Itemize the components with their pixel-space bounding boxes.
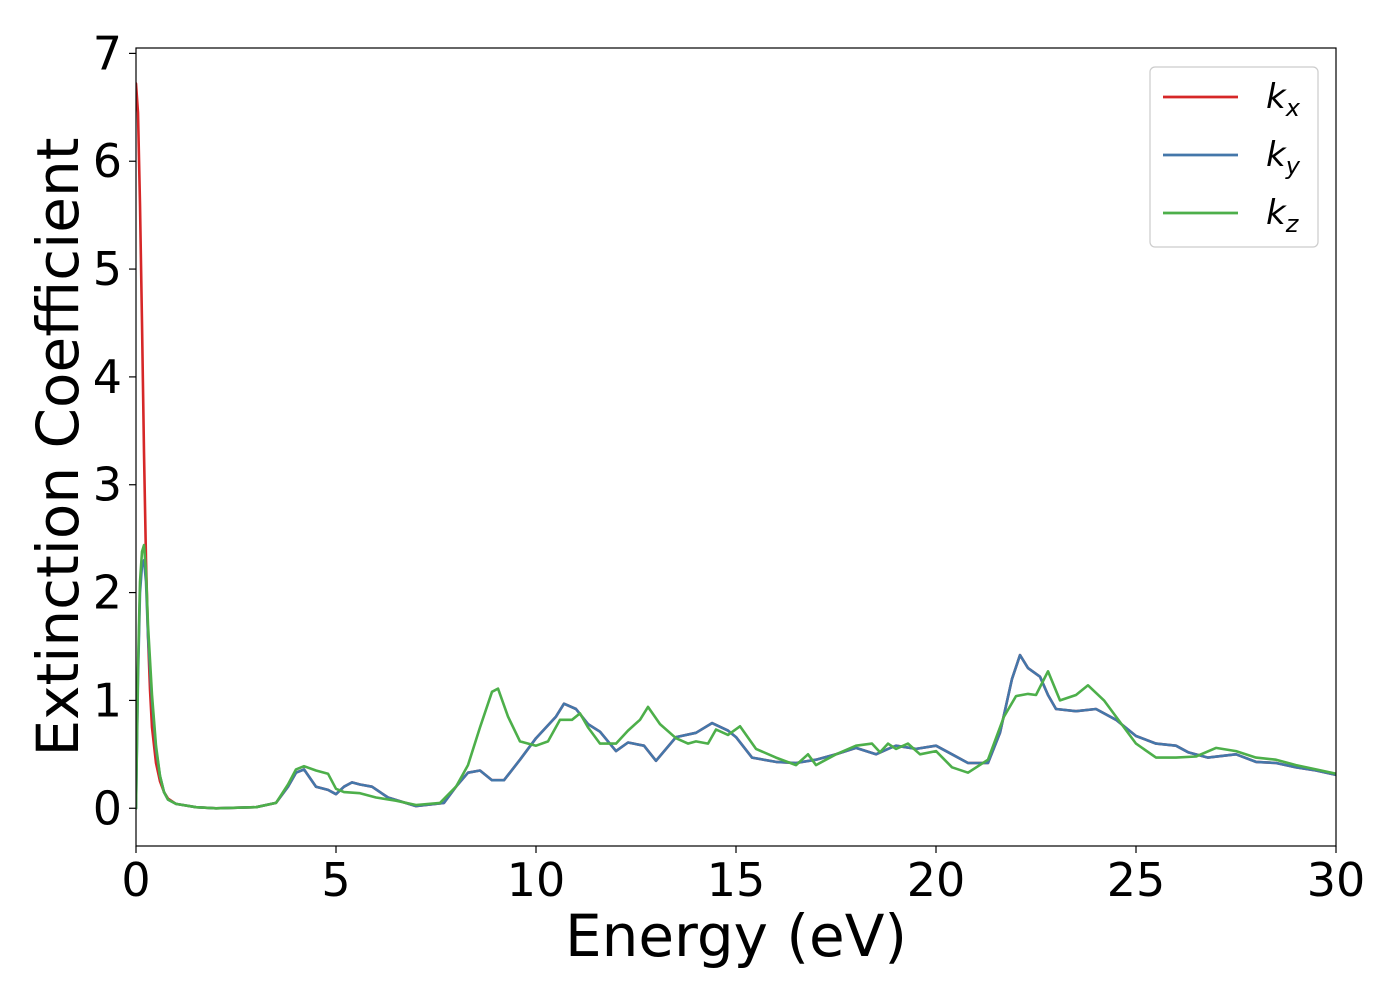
legend-label-y: ky <box>1266 135 1301 180</box>
x-tick-label: 25 <box>1107 853 1166 907</box>
x-axis-label: Energy (eV) <box>565 902 907 970</box>
x-tick-label: 20 <box>907 853 966 907</box>
y-tick-label: 2 <box>93 566 122 620</box>
series-lines <box>136 82 1336 810</box>
legend-label-x: kx <box>1266 77 1301 122</box>
x-tick-label: 0 <box>121 853 150 907</box>
y-tick-label: 7 <box>93 26 122 80</box>
x-tick-label: 5 <box>321 853 350 907</box>
y-tick-label: 1 <box>93 673 122 727</box>
series-line-k-z <box>136 543 1336 810</box>
x-axis-ticks: 0 5 10 15 20 25 30 <box>121 846 1365 907</box>
y-tick-label: 3 <box>93 458 122 512</box>
y-axis-label: Extinction Coefficient <box>24 138 92 757</box>
x-tick-label: 30 <box>1307 853 1366 907</box>
x-tick-label: 10 <box>507 853 566 907</box>
legend-label-z: kz <box>1266 193 1300 238</box>
y-tick-label: 0 <box>93 781 122 835</box>
x-tick-label: 15 <box>707 853 766 907</box>
y-tick-label: 6 <box>93 134 122 188</box>
y-tick-label: 5 <box>93 242 122 296</box>
y-tick-label: 4 <box>93 350 122 404</box>
legend-box <box>1149 66 1319 248</box>
legend: kx ky kz <box>1149 66 1319 248</box>
y-axis-ticks: 0 1 2 3 4 5 6 7 <box>93 26 136 835</box>
